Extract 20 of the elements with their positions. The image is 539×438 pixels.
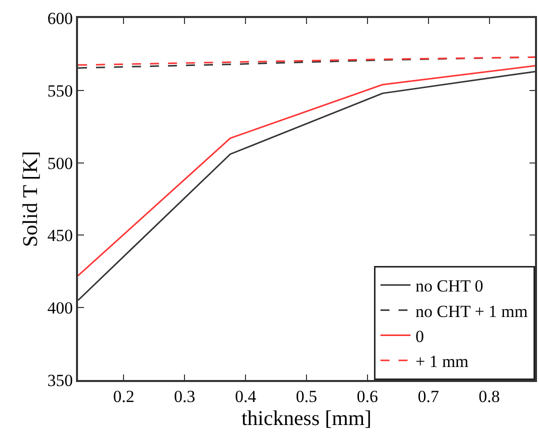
x-tick-label: 0.3 — [174, 387, 196, 406]
legend-label: no CHT + 1 mm — [416, 302, 528, 321]
x-tick-label: 0.8 — [478, 387, 500, 406]
y-tick-label: 500 — [47, 154, 73, 173]
legend-label: 0 — [416, 326, 424, 346]
x-tick-label: 0.2 — [113, 387, 134, 406]
x-tick-label: 0.5 — [296, 387, 318, 406]
y-tick-label: 450 — [47, 226, 73, 246]
y-tick-label: 400 — [47, 298, 73, 318]
y-tick-label: 600 — [47, 8, 73, 28]
x-axis-title: thickness [mm] — [241, 406, 372, 430]
x-tick-label: 0.6 — [356, 387, 378, 406]
legend-label: no CHT 0 — [416, 276, 484, 296]
x-tick-label: 0.4 — [234, 387, 257, 406]
y-tick-label: 550 — [47, 81, 73, 100]
x-tick-label: 0.7 — [418, 387, 440, 406]
line-series — [78, 56, 535, 66]
y-axis-title: Solid T [K] — [18, 150, 42, 248]
y-tick-label: 350 — [47, 370, 73, 390]
legend-label: + 1 mm — [416, 352, 469, 371]
